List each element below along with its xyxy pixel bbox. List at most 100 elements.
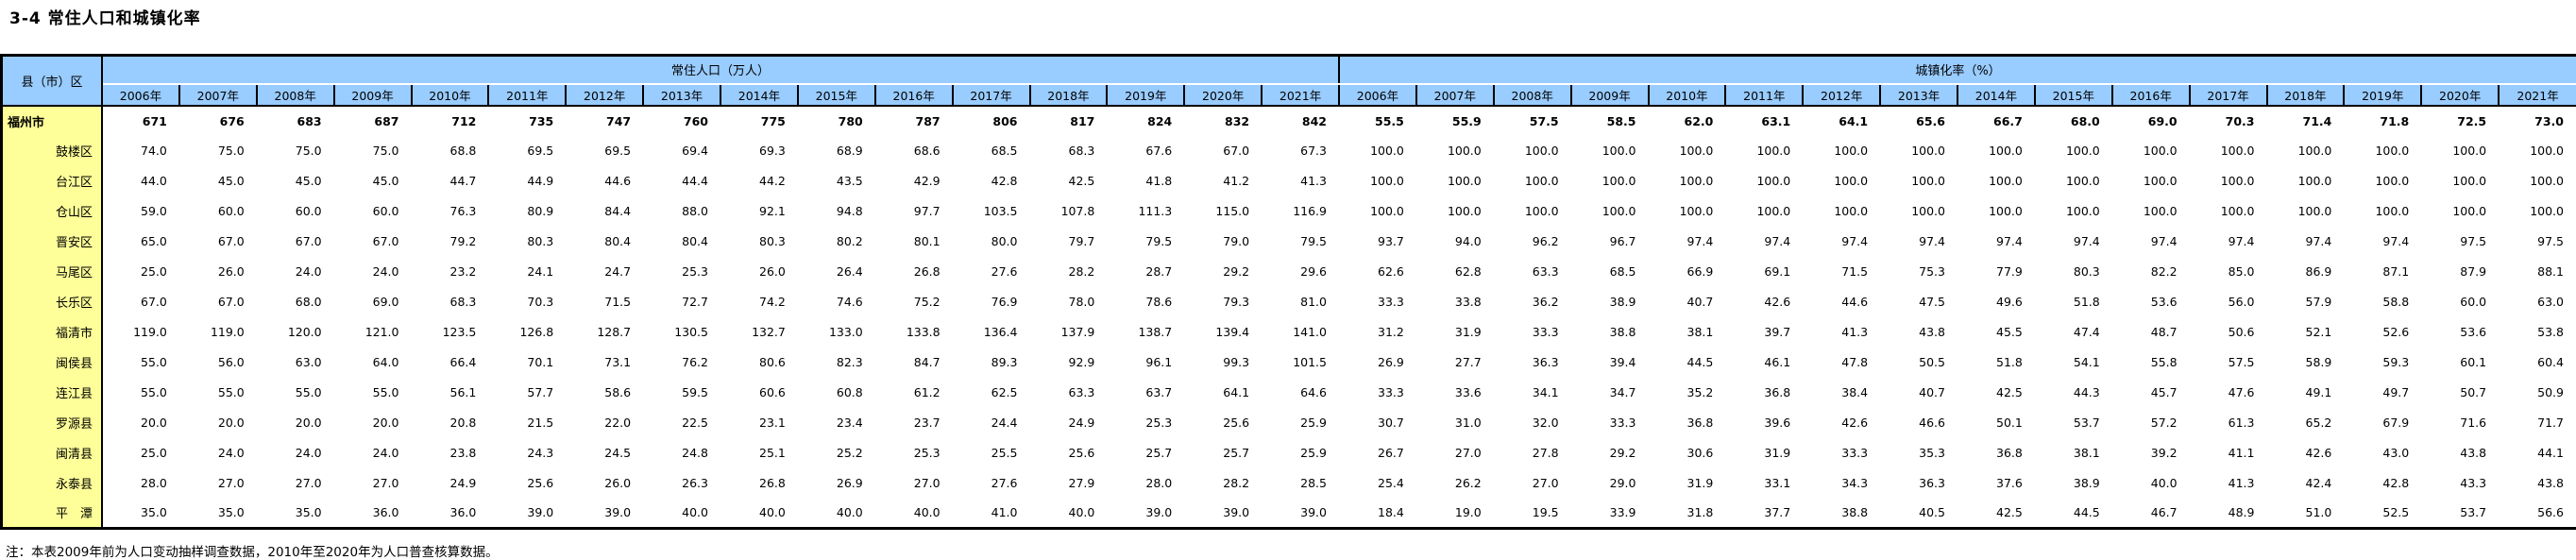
population-cell: 44.4	[643, 166, 720, 196]
urbanization-cell: 42.8	[2344, 468, 2421, 499]
population-cell: 68.9	[798, 136, 875, 166]
population-cell: 24.0	[334, 438, 412, 468]
urbanization-cell: 33.1	[1725, 468, 1803, 499]
urbanization-cell: 100.0	[1416, 196, 1494, 227]
population-cell: 25.9	[1262, 438, 1339, 468]
population-cell: 26.9	[798, 468, 875, 499]
urbanization-cell: 100.0	[1571, 166, 1649, 196]
population-cell: 97.7	[875, 196, 953, 227]
urbanization-cell: 100.0	[1339, 136, 1416, 166]
urbanization-cell: 100.0	[1725, 196, 1803, 227]
urbanization-cell: 46.1	[1725, 348, 1803, 378]
urbanization-cell: 100.0	[1649, 136, 1726, 166]
urbanization-cell: 61.3	[2190, 408, 2267, 438]
population-cell: 63.3	[1030, 378, 1108, 408]
population-cell: 79.5	[1107, 227, 1184, 257]
population-cell: 72.7	[643, 287, 720, 317]
urbanization-cell: 73.0	[2499, 106, 2576, 136]
urbanization-cell: 55.9	[1416, 106, 1494, 136]
population-cell: 806	[953, 106, 1030, 136]
year-header-urbanization-9: 2015年	[2035, 84, 2112, 106]
urbanization-cell: 42.6	[1803, 408, 1880, 438]
row-label: 仓山区	[2, 196, 103, 227]
urbanization-cell: 86.9	[2267, 257, 2345, 287]
population-cell: 75.0	[179, 136, 257, 166]
urbanization-cell: 87.9	[2421, 257, 2499, 287]
urbanization-cell: 33.3	[1339, 378, 1416, 408]
population-cell: 24.5	[566, 438, 643, 468]
population-cell: 25.0	[102, 257, 179, 287]
population-cell: 27.0	[179, 468, 257, 499]
urbanization-cell: 60.4	[2499, 348, 2576, 378]
urbanization-cell: 47.8	[1803, 348, 1880, 378]
year-header-population-0: 2006年	[102, 84, 179, 106]
urbanization-cell: 39.6	[1725, 408, 1803, 438]
urbanization-cell: 100.0	[1957, 196, 2035, 227]
population-cell: 69.0	[334, 287, 412, 317]
population-cell: 36.0	[412, 499, 489, 529]
population-cell: 61.2	[875, 378, 953, 408]
urbanization-cell: 100.0	[1416, 136, 1494, 166]
population-cell: 78.6	[1107, 287, 1184, 317]
population-cell: 133.8	[875, 317, 953, 348]
urbanization-cell: 50.9	[2499, 378, 2576, 408]
year-header-urbanization-3: 2009年	[1571, 84, 1649, 106]
population-cell: 64.0	[334, 348, 412, 378]
urbanization-cell: 42.6	[1725, 287, 1803, 317]
urbanization-cell: 100.0	[1803, 136, 1880, 166]
urbanization-cell: 55.5	[1339, 106, 1416, 136]
corner-header-county: 县（市）区	[2, 56, 103, 106]
urbanization-cell: 100.0	[2267, 196, 2345, 227]
population-cell: 27.0	[257, 468, 334, 499]
urbanization-cell: 39.4	[1571, 348, 1649, 378]
urbanization-cell: 100.0	[2499, 136, 2576, 166]
population-cell: 68.3	[1030, 136, 1108, 166]
urbanization-cell: 36.2	[1494, 287, 1571, 317]
urbanization-cell: 97.4	[1803, 227, 1880, 257]
population-cell: 24.7	[566, 257, 643, 287]
urbanization-cell: 33.9	[1571, 499, 1649, 529]
population-cell: 775	[720, 106, 798, 136]
urbanization-cell: 68.5	[1571, 257, 1649, 287]
population-cell: 45.0	[334, 166, 412, 196]
population-cell: 35.0	[102, 499, 179, 529]
population-cell: 39.0	[488, 499, 566, 529]
year-header-urbanization-10: 2016年	[2112, 84, 2190, 106]
population-cell: 111.3	[1107, 196, 1184, 227]
population-cell: 59.5	[643, 378, 720, 408]
urbanization-cell: 51.0	[2267, 499, 2345, 529]
urbanization-cell: 48.9	[2190, 499, 2267, 529]
urbanization-cell: 100.0	[2035, 166, 2112, 196]
urbanization-cell: 29.2	[1571, 438, 1649, 468]
population-cell: 89.3	[953, 348, 1030, 378]
population-cell: 44.2	[720, 166, 798, 196]
population-cell: 27.0	[875, 468, 953, 499]
population-cell: 735	[488, 106, 566, 136]
urbanization-cell: 55.8	[2112, 348, 2190, 378]
population-cell: 20.0	[102, 408, 179, 438]
urbanization-cell: 100.0	[1803, 166, 1880, 196]
population-cell: 136.4	[953, 317, 1030, 348]
urbanization-cell: 100.0	[2035, 136, 2112, 166]
urbanization-cell: 30.7	[1339, 408, 1416, 438]
population-cell: 84.7	[875, 348, 953, 378]
population-cell: 68.0	[257, 287, 334, 317]
population-cell: 25.1	[720, 438, 798, 468]
page-title: 3-4 常住人口和城镇化率	[9, 5, 201, 28]
population-cell: 68.6	[875, 136, 953, 166]
year-header-population-3: 2009年	[334, 84, 412, 106]
year-header-urbanization-11: 2017年	[2190, 84, 2267, 106]
group-header-urbanization: 城镇化率（%）	[1339, 56, 2576, 84]
population-cell: 67.0	[102, 287, 179, 317]
urbanization-cell: 82.2	[2112, 257, 2190, 287]
urbanization-cell: 38.1	[2035, 438, 2112, 468]
urbanization-cell: 39.7	[1725, 317, 1803, 348]
urbanization-cell: 46.7	[2112, 499, 2190, 529]
group-header-population: 常住人口（万人）	[102, 56, 1339, 84]
urbanization-cell: 29.0	[1571, 468, 1649, 499]
urbanization-cell: 97.4	[2035, 227, 2112, 257]
